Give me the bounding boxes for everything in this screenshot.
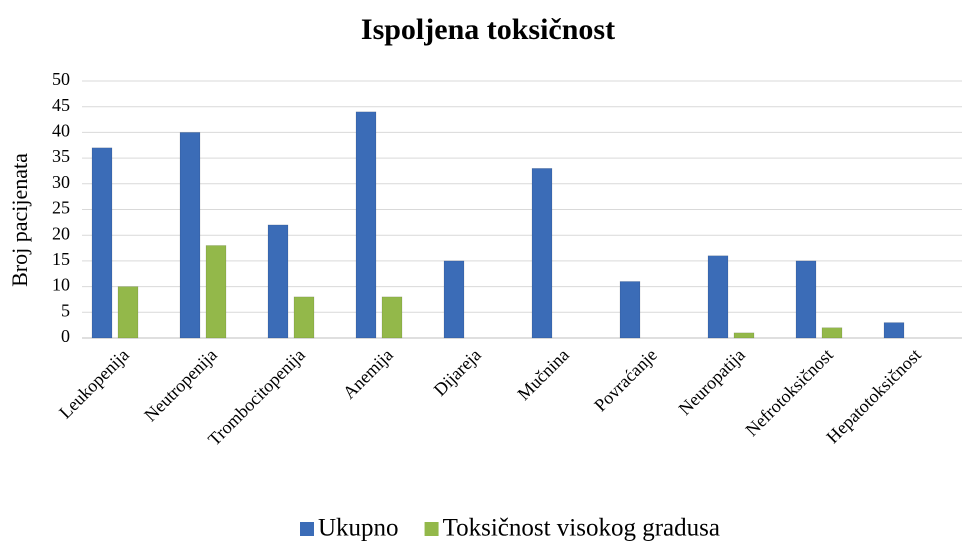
- bar: [179, 132, 201, 339]
- bar: [821, 327, 843, 339]
- x-tick-label: Nefrotoksičnost: [741, 345, 836, 440]
- y-tick-label: 20: [52, 223, 70, 243]
- bar: [707, 255, 729, 339]
- legend-label: Ukupno: [318, 515, 399, 542]
- y-tick-label: 30: [52, 172, 70, 192]
- y-tick-label: 25: [52, 198, 70, 218]
- bar: [531, 168, 553, 339]
- y-tick-label: 40: [52, 121, 70, 141]
- y-tick-label: 0: [61, 326, 70, 346]
- bar: [293, 296, 315, 339]
- x-tick-label: Trombocitopenija: [204, 345, 309, 450]
- bar: [381, 296, 403, 339]
- x-tick-label: Neutropenija: [140, 345, 221, 426]
- x-tick-label: Anemija: [339, 345, 397, 403]
- legend-swatch: [300, 522, 314, 536]
- y-axis-label: Broj pacijenata: [7, 153, 32, 287]
- y-tick-label: 50: [52, 69, 70, 89]
- x-tick-label: Dijareja: [430, 345, 485, 400]
- x-tick-label: Hepatotoksičnost: [822, 345, 925, 448]
- x-tick-label: Povraćanje: [590, 345, 661, 416]
- bar: [91, 147, 113, 339]
- chart-title: Ispoljena toksičnost: [361, 13, 615, 46]
- bar: [733, 332, 755, 339]
- x-tick-label: Leukopenija: [55, 345, 133, 423]
- y-tick-label: 5: [61, 300, 70, 320]
- legend-label: Toksičnost visokog gradusa: [443, 515, 720, 542]
- bar: [117, 286, 139, 339]
- bar: [267, 224, 289, 339]
- y-tick-label: 35: [52, 146, 70, 166]
- bar: [795, 260, 817, 339]
- x-tick-label: Neuropatija: [675, 345, 749, 419]
- y-tick-label: 45: [52, 95, 70, 115]
- x-tick-label: Mučnina: [513, 345, 572, 404]
- bar: [355, 111, 377, 339]
- y-tick-label: 15: [52, 249, 70, 269]
- bar: [883, 322, 905, 339]
- bar: [205, 245, 227, 339]
- bar: [619, 281, 641, 339]
- y-tick-label: 10: [52, 275, 70, 295]
- bar: [443, 260, 465, 339]
- legend-swatch: [424, 522, 439, 536]
